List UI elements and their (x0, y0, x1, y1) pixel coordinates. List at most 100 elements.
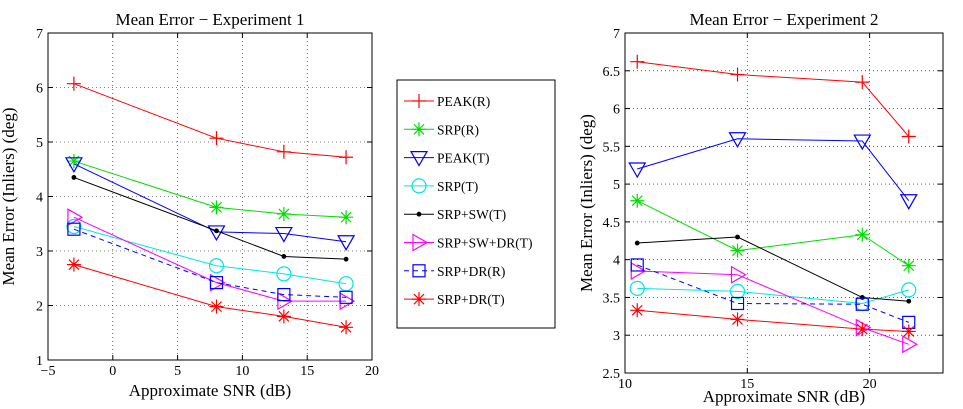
series-line (637, 61, 910, 137)
chart-title: Mean Error − Experiment 1 (116, 10, 305, 29)
data-point (339, 210, 354, 225)
data-point (66, 154, 81, 169)
grid (48, 33, 372, 360)
y-tick-label: 6.5 (603, 65, 621, 80)
y-axis-label: Mean Error (Inliers) (deg) (577, 114, 596, 292)
data-point (209, 200, 224, 215)
legend-marker (412, 94, 426, 108)
data-point (901, 129, 916, 144)
data-point (66, 257, 81, 272)
series-line (637, 138, 910, 202)
data-point (729, 283, 746, 299)
y-tick-label: 3.5 (603, 291, 621, 306)
data-point (855, 318, 872, 337)
data-point (899, 194, 918, 210)
grid (625, 33, 943, 373)
chart-1: −5 0 5 10 15 20 1 2 3 4 5 6 7 Mean Error − Experiment… (0, 10, 379, 400)
plot-area (625, 33, 943, 373)
ticks: −5 0 5 10 15 20 1 2 3 4 5 6 7 (36, 27, 379, 379)
series-srp-r (630, 193, 916, 273)
series-srp-dr-t (66, 257, 354, 335)
legend-label: SRP(R) (437, 122, 479, 137)
data-point (338, 276, 354, 292)
data-point (901, 282, 917, 298)
data-point (208, 258, 225, 274)
series-srp-dr-r (67, 222, 353, 304)
series-srp-r (66, 154, 354, 225)
series-srp-t (66, 218, 354, 292)
data-point (628, 162, 647, 179)
series-line (73, 264, 347, 328)
legend-label: PEAK(R) (437, 94, 490, 109)
x-tick-label: 15 (300, 364, 314, 379)
series-line (73, 176, 347, 260)
y-tick-label: 5.5 (603, 140, 621, 155)
y-tick-label: 4 (36, 191, 43, 206)
series-line (73, 83, 347, 158)
chart-title: Mean Error − Experiment 2 (690, 10, 879, 29)
data-point (276, 144, 291, 159)
data-point (630, 54, 645, 69)
legend-item-peak-t: PEAK(T) (404, 151, 490, 167)
series-line (637, 236, 909, 302)
x-axis-label: Approximate SNR (dB) (129, 381, 291, 400)
legend-marker (412, 264, 426, 278)
data-point (902, 335, 918, 354)
data-point (281, 254, 287, 259)
data-point (630, 193, 645, 208)
legend-marker (412, 233, 429, 252)
axes-frame (624, 32, 944, 374)
x-tick-label: 0 (109, 364, 116, 379)
legend: PEAK(R) SRP(R) PEAK(T) SRP(T) SRP+SW(T) SRP+S… (396, 79, 556, 329)
data-point (214, 228, 219, 234)
data-point (276, 266, 292, 282)
data-point (339, 320, 354, 335)
data-point (730, 67, 745, 82)
y-tick-label: 1 (36, 354, 43, 369)
data-point (67, 222, 81, 236)
data-point (630, 303, 645, 318)
y-tick-label: 5 (613, 178, 620, 193)
series-line (73, 216, 347, 302)
plot-area (48, 33, 372, 360)
legend-item-srp-dr-r: SRP+DR(R) (404, 264, 505, 279)
series-peak-r (66, 76, 354, 165)
x-tick-label: 20 (365, 364, 379, 379)
data-point (207, 225, 226, 242)
legend-item-srp-r: SRP(R) (404, 122, 479, 137)
x-tick-label: −5 (41, 364, 56, 379)
data-point (634, 240, 640, 246)
legend-marker (412, 292, 426, 307)
data-point (339, 150, 354, 165)
series-line (637, 287, 909, 304)
legend-label: SRP+SW(T) (437, 207, 506, 222)
series-peak-r (630, 54, 916, 144)
series-line (73, 228, 347, 298)
data-point (209, 276, 224, 290)
series-line (637, 270, 909, 345)
data-point (728, 132, 747, 148)
legend-marker (416, 211, 422, 217)
data-point (855, 75, 870, 90)
data-point (71, 175, 77, 180)
data-point (859, 295, 865, 300)
data-point (67, 208, 84, 227)
x-tick-label: 15 (740, 377, 754, 392)
x-tick-label: 20 (863, 377, 877, 392)
data-point (730, 312, 745, 327)
series-line (73, 160, 347, 218)
data-point (66, 218, 82, 235)
y-tick-label: 3 (613, 329, 620, 344)
chart-2: 10 15 20 2.5 3 3.5 4 4.5 5 5.5 6 6.5 7 Mean Error − E… (577, 10, 944, 406)
data-point (730, 265, 747, 284)
data-point (901, 258, 916, 273)
data-point (276, 309, 291, 324)
data-point (209, 299, 224, 314)
x-axis-label: Approximate SNR (dB) (703, 387, 865, 406)
data-point (276, 206, 291, 221)
data-point (730, 296, 745, 311)
series-line (73, 225, 347, 285)
x-tick-label: 10 (235, 364, 249, 379)
legend-item-srp-t: SRP(T) (404, 178, 478, 194)
data-point (277, 288, 291, 302)
